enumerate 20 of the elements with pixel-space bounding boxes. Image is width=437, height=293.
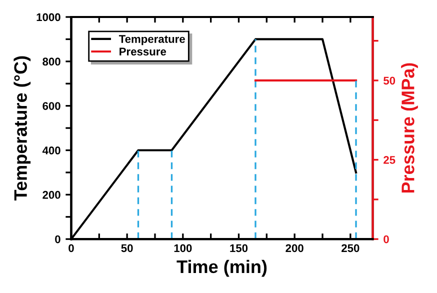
y-tick-label: 800 bbox=[42, 58, 60, 66]
x-tick-label: 100 bbox=[174, 244, 192, 252]
y-tick-label: 400 bbox=[42, 146, 60, 154]
x-axis-title: Time (min) bbox=[176, 260, 267, 277]
y-tick-label: 200 bbox=[42, 190, 60, 199]
y-tick-label: 1000 bbox=[36, 13, 60, 22]
y2-axis-title: Pressure (MPa) bbox=[401, 63, 418, 193]
y2-tick-label: 0 bbox=[384, 235, 389, 244]
legend-label: Temperature bbox=[118, 35, 185, 46]
x-tick-label: 150 bbox=[230, 244, 248, 252]
y-axis-title: Temperature (°C) bbox=[14, 56, 31, 201]
y-tick-label: 600 bbox=[42, 102, 60, 110]
x-tick-label: 200 bbox=[286, 244, 304, 252]
y-tick-label: 0 bbox=[55, 235, 60, 244]
x-tick-label: 50 bbox=[121, 244, 133, 252]
x-tick-label: 0 bbox=[68, 244, 74, 252]
y2-tick-label: 50 bbox=[384, 76, 396, 85]
legend-label: Pressure bbox=[120, 48, 166, 56]
x-tick-label: 250 bbox=[342, 244, 360, 252]
y2-tick-label: 25 bbox=[384, 156, 396, 164]
